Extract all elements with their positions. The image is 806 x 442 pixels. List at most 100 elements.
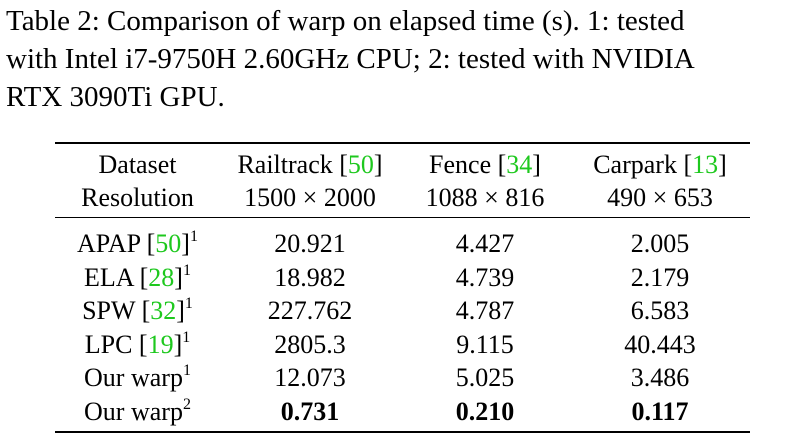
citation[interactable]: 13 (692, 150, 719, 179)
cell-text: ] (181, 229, 190, 258)
cell-text: ] (173, 329, 183, 359)
cell: 6.583 (570, 294, 750, 327)
cell: 490 × 653 (570, 181, 750, 214)
cell-text: 4.427 (455, 229, 515, 258)
cell-text: 4.739 (455, 262, 515, 292)
cell-text: 9.115 (456, 329, 514, 359)
superscript: 1 (189, 228, 198, 245)
cell: Our warp2 (55, 395, 220, 428)
cell-text: Our warp (84, 396, 183, 426)
header-row: Resolution 1500 × 2000 1088 × 816 490 × 653 (55, 181, 750, 214)
cell: 3.486 (570, 361, 750, 394)
superscript: 1 (182, 261, 191, 279)
data-row: APAP [50]1 20.921 4.427 2.005 (55, 227, 750, 260)
cell-text: APAP [ (77, 229, 156, 258)
caption-line: Table 2: Comparison of warp on elapsed t… (6, 5, 685, 37)
cell: Fence [34] (400, 148, 570, 181)
cell-text: 5.025 (455, 363, 515, 392)
cell-text: ] (373, 150, 383, 179)
cell-text: ELA [ (84, 262, 149, 292)
cell: 5.025 (400, 361, 570, 394)
cell: 4.787 (400, 294, 570, 327)
cell-text: Railtrack [ (237, 150, 348, 179)
cell: 4.739 (400, 261, 570, 294)
cell: Dataset (55, 148, 220, 181)
cell-text: 490 × 653 (607, 183, 713, 212)
cell-text: 20.921 (274, 229, 346, 258)
cell: 2.179 (570, 261, 750, 294)
cell: 1088 × 816 (400, 181, 570, 214)
cell-text: Carpark [ (593, 150, 693, 179)
citation[interactable]: 28 (148, 262, 175, 292)
cell-text: 6.583 (630, 296, 690, 325)
cell-text: Fence [ (429, 150, 507, 179)
cell: APAP [50]1 (55, 227, 220, 260)
cell-text: Dataset (98, 150, 177, 179)
cell: 20.921 (220, 227, 400, 260)
cell: Carpark [13] (570, 148, 750, 181)
header-row: Dataset Railtrack [50] Fence [34] Carpark [… (55, 148, 750, 181)
cell-text: 2.179 (630, 262, 690, 292)
cell-text: 227.762 (267, 296, 353, 325)
cell-text: ] (174, 262, 183, 292)
cell-text: 12.073 (274, 363, 346, 392)
cell-text: 3.486 (630, 363, 690, 392)
data-row: LPC [19]1 2805.3 9.115 40.443 (55, 328, 750, 361)
cell-text: 40.443 (624, 329, 696, 359)
superscript: 2 (182, 395, 191, 413)
cell-text: 0.731 (280, 396, 340, 426)
cell-text: SPW [ (82, 296, 151, 325)
cell-text: 0.210 (455, 396, 515, 426)
cell: 18.982 (220, 261, 400, 294)
cell-text: Our warp (84, 363, 183, 392)
cell: 40.443 (570, 328, 750, 361)
data-row: Our warp1 12.073 5.025 3.486 (55, 361, 750, 394)
cell: 1500 × 2000 (220, 181, 400, 214)
citation[interactable]: 34 (506, 150, 533, 179)
citation[interactable]: 32 (150, 296, 177, 325)
cell: 0.731 (220, 395, 400, 428)
cell: Railtrack [50] (220, 148, 400, 181)
cell-text: Resolution (81, 183, 194, 212)
cell: Our warp1 (55, 361, 220, 394)
cell: 2.005 (570, 227, 750, 260)
cell: ELA [28]1 (55, 261, 220, 294)
cell: 0.117 (570, 395, 750, 428)
mid-rule (55, 217, 750, 218)
caption-line: RTX 3090Ti GPU. (6, 81, 225, 113)
data-row: Our warp2 0.731 0.210 0.117 (55, 395, 750, 428)
cell-text: ] (718, 150, 727, 179)
cell-text: 1088 × 816 (425, 183, 545, 212)
caption: Table 2: Comparison of warp on elapsed t… (6, 2, 695, 116)
top-rule (55, 142, 750, 144)
cell: 0.210 (400, 395, 570, 428)
cell: SPW [32]1 (55, 294, 220, 327)
citation[interactable]: 19 (147, 329, 174, 359)
cell-text: LPC [ (84, 329, 148, 359)
superscript: 1 (182, 328, 191, 346)
cell-text: ] (532, 150, 541, 179)
cell: 9.115 (400, 328, 570, 361)
cell-text: 0.117 (631, 396, 689, 426)
cell: 4.427 (400, 227, 570, 260)
cell-text: 2.005 (630, 229, 690, 258)
cell-text: 4.787 (455, 296, 515, 325)
cell: 2805.3 (220, 328, 400, 361)
cell: Resolution (55, 181, 220, 214)
superscript: 1 (184, 295, 193, 312)
caption-line: with Intel i7-9750H 2.60GHz CPU; 2: test… (6, 43, 695, 75)
data-row: ELA [28]1 18.982 4.739 2.179 (55, 261, 750, 294)
bottom-rule (55, 431, 750, 433)
cell: LPC [19]1 (55, 328, 220, 361)
cell: 227.762 (220, 294, 400, 327)
cell-text: 18.982 (274, 262, 346, 292)
citation[interactable]: 50 (155, 229, 182, 258)
cell-text: 2805.3 (274, 329, 346, 359)
citation[interactable]: 50 (347, 150, 374, 179)
data-row: SPW [32]1 227.762 4.787 6.583 (55, 294, 750, 327)
cell-text: 1500 × 2000 (244, 183, 376, 212)
cell: 12.073 (220, 361, 400, 394)
cell-text: ] (176, 296, 185, 325)
superscript: 1 (182, 362, 191, 379)
